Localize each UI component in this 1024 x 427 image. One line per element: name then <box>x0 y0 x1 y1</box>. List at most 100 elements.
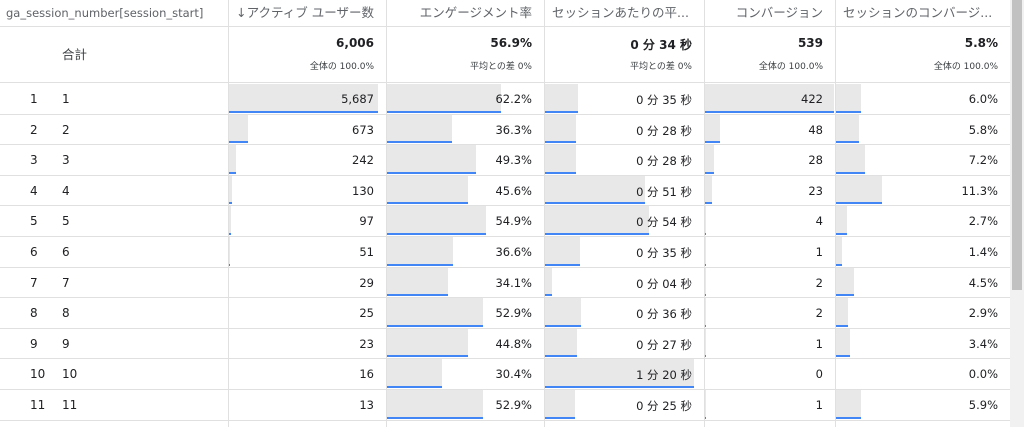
metric-bar <box>836 206 847 235</box>
row-dimension-value[interactable]: 11 <box>62 398 78 412</box>
row-dimension-value[interactable]: 1 <box>62 92 70 106</box>
metric-bar-line <box>387 171 476 174</box>
metric-bar <box>545 237 580 266</box>
metric-value: 1 分 20 秒 <box>636 368 692 383</box>
metric-bar <box>836 237 842 266</box>
metric-bar <box>705 237 706 266</box>
metric-bar <box>545 359 694 388</box>
row-divider <box>0 113 1010 115</box>
metric-bar-line <box>387 385 442 388</box>
metric-bar <box>545 206 649 235</box>
metric-value: 48 <box>808 122 823 137</box>
row-dimension-value[interactable]: 5 <box>62 214 70 229</box>
metric-bar-line <box>836 355 850 358</box>
totals-label: 合計 <box>62 47 88 62</box>
row-divider <box>0 327 1010 329</box>
total-value: 0 分 34 秒 <box>630 38 692 52</box>
metric-bar-line <box>836 263 842 266</box>
metric-bar <box>545 328 577 358</box>
metric-bar-line <box>705 141 720 144</box>
row-number: 1 <box>30 92 38 106</box>
row-dimension-value[interactable]: 4 <box>62 183 70 198</box>
metric-bar <box>229 145 236 174</box>
metric-bar-line <box>836 324 848 327</box>
metric-bar-line <box>705 171 714 174</box>
metric-value: 36.3% <box>495 122 532 137</box>
metric-header[interactable]: ↓アクティブ ユーザー数 <box>236 5 374 20</box>
metric-value: 0 分 04 秒 <box>636 276 692 291</box>
metric-bar-line <box>545 294 552 297</box>
metric-bar-line <box>545 141 576 144</box>
metric-bar-line <box>387 202 468 205</box>
metric-value: 0 分 28 秒 <box>636 154 692 169</box>
scrollbar-thumb[interactable] <box>1012 0 1022 290</box>
metric-value: 0 分 27 秒 <box>636 337 692 352</box>
metric-value: 422 <box>801 92 823 106</box>
row-number: 2 <box>30 122 38 137</box>
totals-divider <box>0 82 1010 83</box>
metric-bar <box>545 84 578 113</box>
metric-bar <box>229 175 232 205</box>
metric-bar-line <box>387 324 483 327</box>
metric-bar-line <box>545 355 577 358</box>
metric-bar-line <box>545 385 694 388</box>
dimension-header[interactable]: ga_session_number[session_start] <box>6 6 204 20</box>
metric-value: 44.8% <box>495 336 532 351</box>
metric-value: 52.9% <box>495 306 532 321</box>
metric-value: 0 分 28 秒 <box>636 123 692 138</box>
row-dimension-value[interactable]: 7 <box>62 275 70 290</box>
column-divider <box>544 0 545 427</box>
row-dimension-value[interactable]: 3 <box>62 153 70 168</box>
metric-bar-line <box>836 202 882 205</box>
metric-value: 0 分 35 秒 <box>636 93 692 107</box>
row-divider <box>0 389 1010 390</box>
metric-bar-line <box>229 110 378 113</box>
metric-header[interactable]: エンゲージメント率 <box>419 5 532 20</box>
metric-value: 5,687 <box>341 92 374 106</box>
metric-header[interactable]: セッションのコンバージ... <box>843 5 993 20</box>
metric-bar <box>545 145 576 174</box>
metric-value: 36.6% <box>495 245 532 259</box>
metric-value: 1 <box>815 398 823 412</box>
row-dimension-value[interactable]: 2 <box>62 122 70 137</box>
metric-bar-line <box>387 232 486 235</box>
row-number: 8 <box>30 306 38 321</box>
metric-header[interactable]: コンバージョン <box>735 5 823 20</box>
metric-bar <box>387 328 468 358</box>
row-number: 5 <box>30 214 38 229</box>
metric-bar-line <box>545 110 578 113</box>
metric-value: 29 <box>359 275 374 290</box>
metric-value: 2.9% <box>968 306 998 321</box>
metric-bar <box>387 237 453 266</box>
metric-value: 62.2% <box>495 92 532 106</box>
metric-bar <box>705 114 720 144</box>
metric-value: 130 <box>352 183 374 198</box>
metric-value: 23 <box>808 183 823 198</box>
row-number: 10 <box>30 367 46 382</box>
metric-value: 45.6% <box>495 183 532 198</box>
metric-bar-line <box>705 324 706 327</box>
metric-bar <box>387 114 452 144</box>
row-dimension-value[interactable]: 10 <box>62 367 78 382</box>
metric-bar <box>836 84 861 113</box>
metric-bar-line <box>836 294 854 297</box>
total-value: 6,006 <box>336 36 374 50</box>
row-dimension-value[interactable]: 9 <box>62 336 70 351</box>
row-divider <box>0 419 1010 421</box>
row-divider <box>0 205 1010 207</box>
metric-header[interactable]: セッションあたりの平... <box>552 5 689 20</box>
metric-bar-line <box>545 202 645 205</box>
metric-value: 34.1% <box>495 275 532 290</box>
row-divider <box>0 297 1010 299</box>
total-comparison: 平均との差 0% <box>469 62 532 72</box>
column-divider <box>704 0 705 427</box>
metric-bar <box>387 359 442 388</box>
metric-bar-line <box>836 141 859 144</box>
row-dimension-value[interactable]: 8 <box>62 306 70 321</box>
metric-bar <box>545 390 575 419</box>
metric-value: 52.9% <box>495 398 532 412</box>
row-dimension-value[interactable]: 6 <box>62 245 70 259</box>
row-divider <box>0 174 1010 176</box>
metric-bar-line <box>387 416 483 419</box>
metric-bar-line <box>387 355 468 358</box>
